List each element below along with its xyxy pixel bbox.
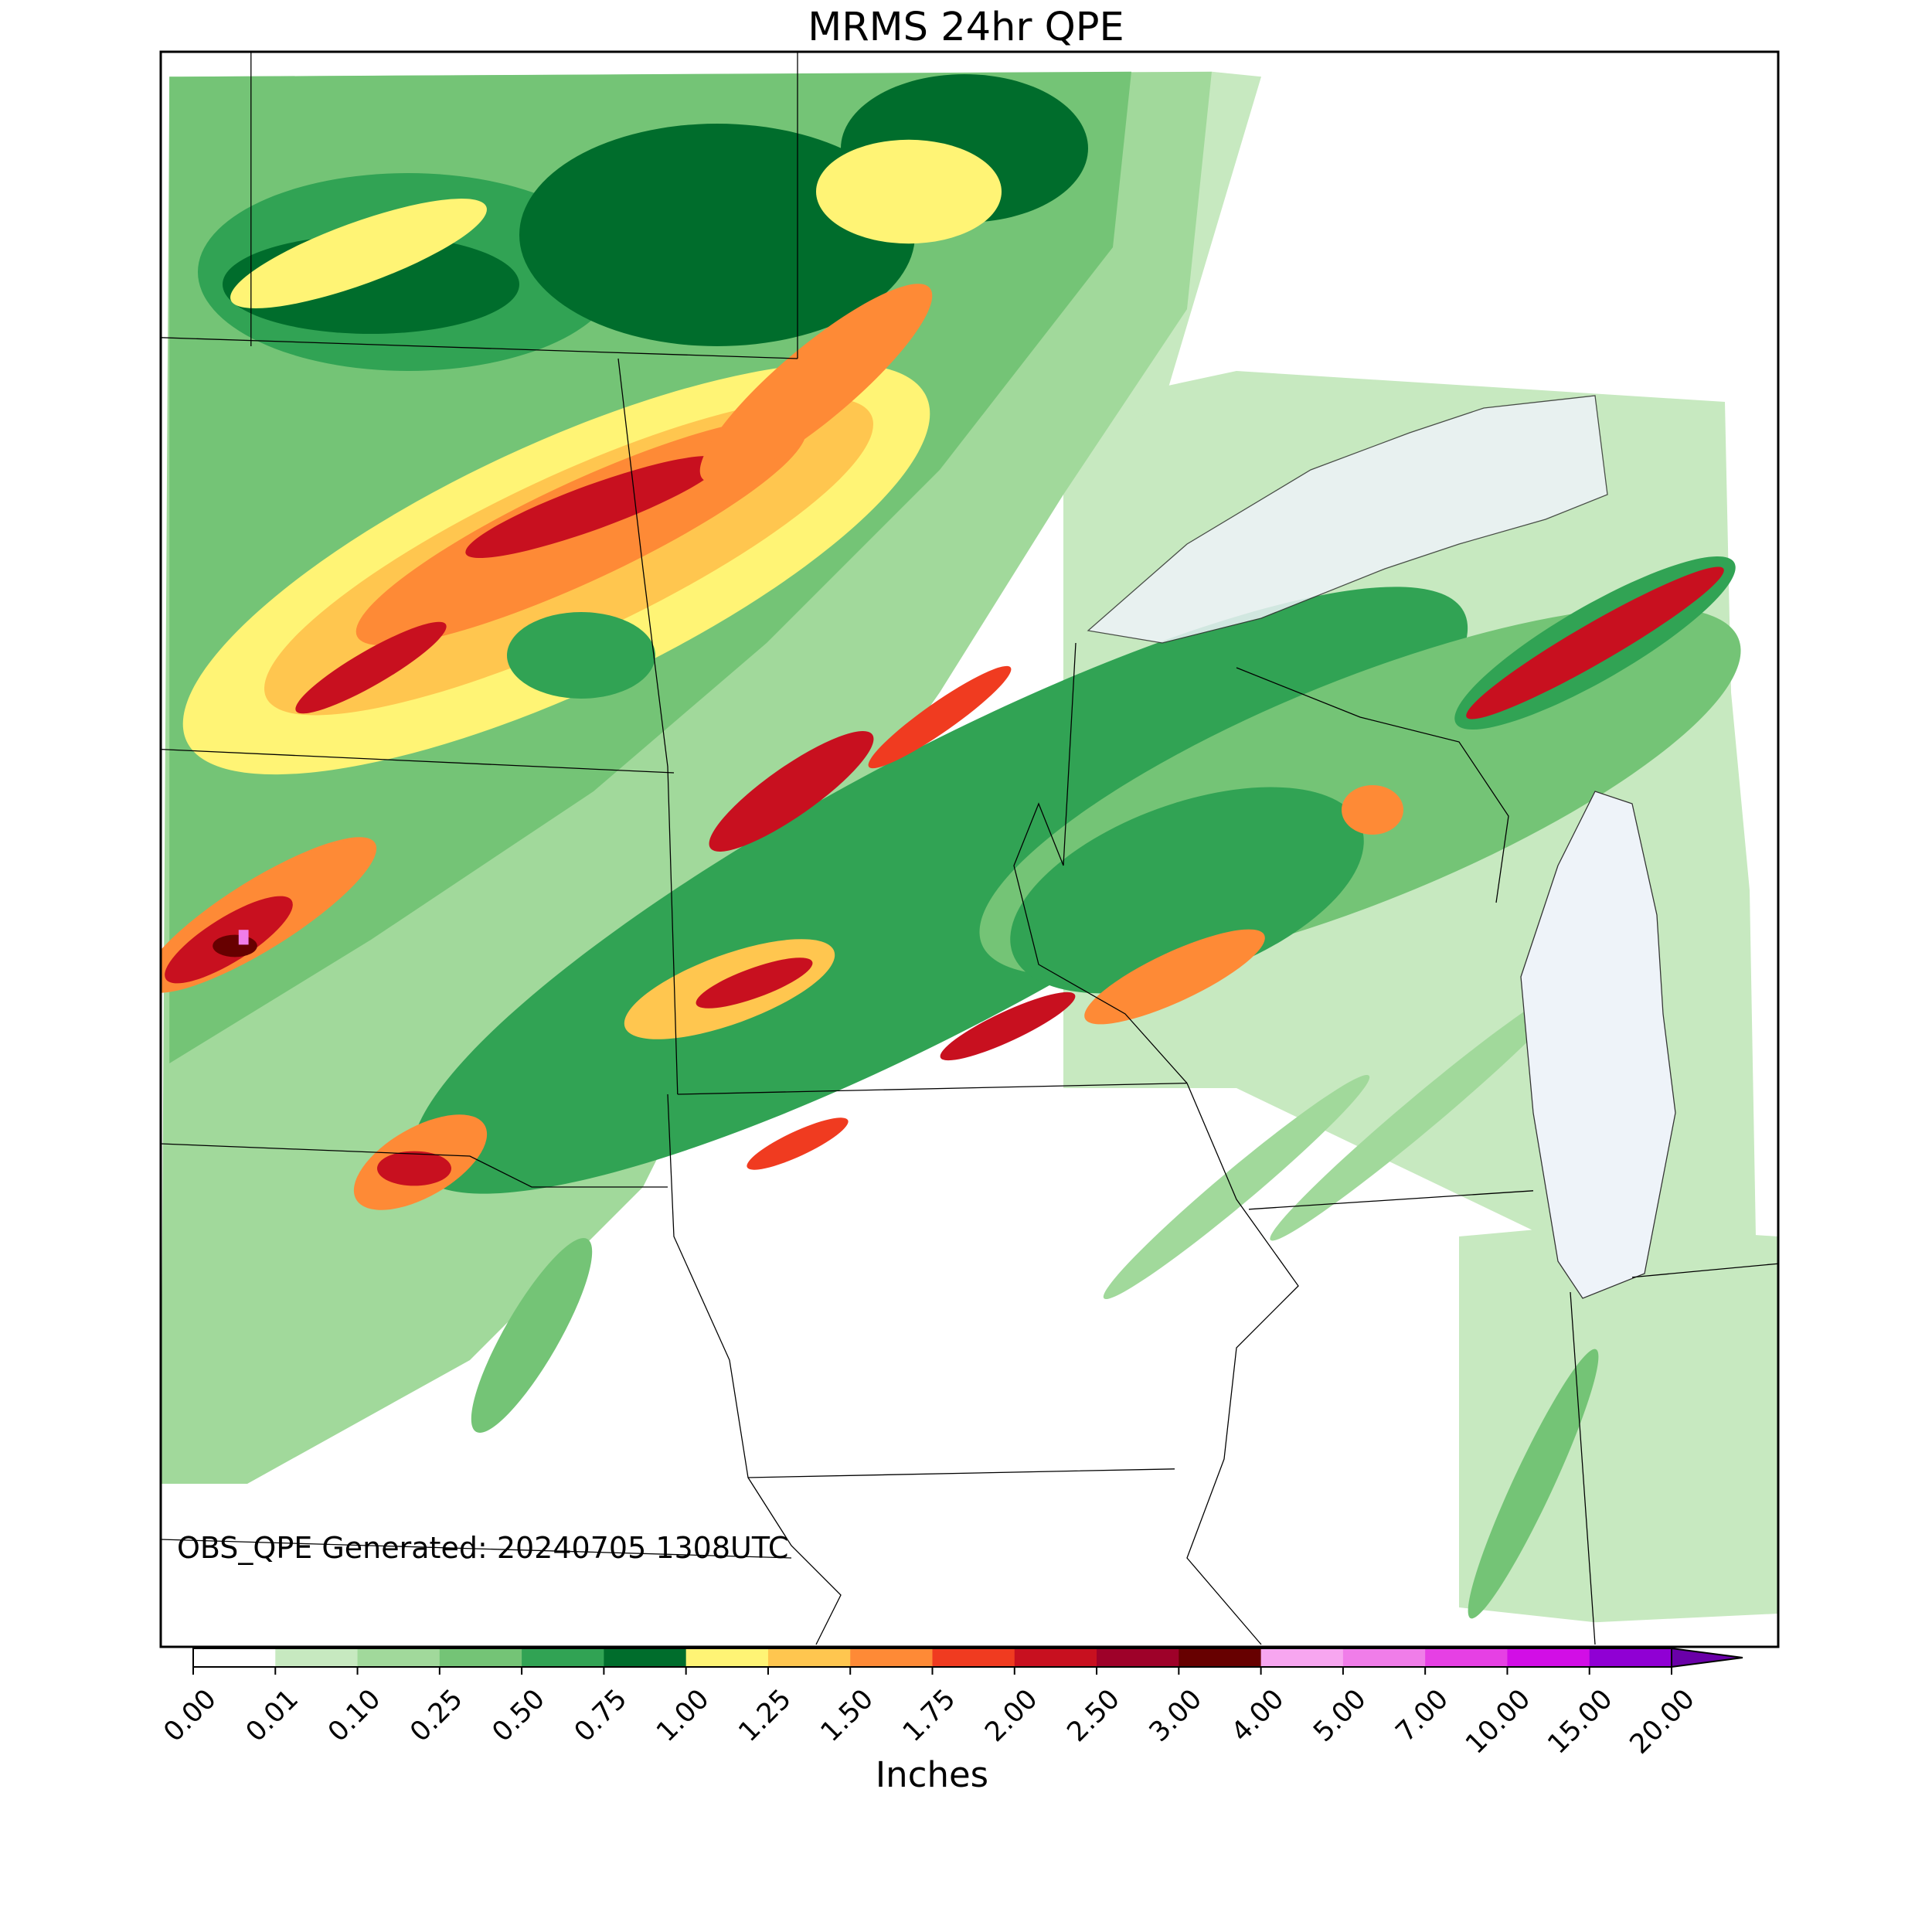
rain-swath xyxy=(238,930,249,945)
colorbar-segment xyxy=(357,1648,440,1667)
colorbar-tick-label: 0.25 xyxy=(404,1684,468,1748)
colorbar-tick-label: 2.00 xyxy=(979,1684,1043,1748)
border xyxy=(617,358,679,1095)
colorbar-segment xyxy=(1507,1648,1590,1667)
border xyxy=(161,1539,792,1559)
colorbar-tick-label: 0.10 xyxy=(322,1684,386,1748)
colorbar-segment xyxy=(522,1648,604,1667)
rain-swath xyxy=(699,284,933,483)
border xyxy=(161,748,675,774)
colorbar-segment xyxy=(1260,1648,1344,1667)
colorbar-tick-label: 7.00 xyxy=(1390,1684,1454,1748)
rain-swath xyxy=(1468,1349,1599,1619)
border xyxy=(1236,667,1509,903)
border xyxy=(1248,1190,1534,1210)
colorbar-tick-label: 5.00 xyxy=(1308,1684,1372,1748)
rain-swath xyxy=(230,199,487,308)
colorbar-tick-label: 0.75 xyxy=(569,1684,633,1748)
colorbar-segment xyxy=(1014,1648,1097,1667)
colorbar-segment xyxy=(1179,1648,1262,1667)
rain-swath xyxy=(940,992,1076,1061)
rain-swath xyxy=(213,934,257,957)
rain-swath xyxy=(471,1238,593,1433)
rain-swath xyxy=(507,612,655,699)
colorbar-segment xyxy=(1589,1648,1672,1667)
border xyxy=(747,1477,842,1645)
rain-swath xyxy=(1010,787,1364,994)
rain-swath xyxy=(696,957,813,1009)
colorbar-tick-label: 4.00 xyxy=(1226,1684,1290,1748)
colorbar-tick-label: 10.00 xyxy=(1460,1684,1536,1760)
colorbar-segment xyxy=(850,1648,933,1667)
rain-area xyxy=(1459,1224,1778,1623)
border xyxy=(161,1143,668,1188)
lake xyxy=(1520,791,1676,1299)
rain-swath xyxy=(377,1151,451,1186)
colorbar-segment xyxy=(1425,1648,1508,1667)
colorbar-tick-label: 1.00 xyxy=(651,1684,715,1748)
title: MRMS 24hr QPE xyxy=(808,5,1124,50)
colorbar-segment xyxy=(1097,1648,1179,1667)
border xyxy=(1631,1263,1778,1278)
rain-swath xyxy=(1084,929,1265,1025)
map-frame xyxy=(159,50,1780,1648)
rain-swath xyxy=(1466,566,1724,719)
rain-swath xyxy=(465,456,722,558)
colorbar-segment xyxy=(767,1648,851,1667)
rain-swath xyxy=(709,731,874,852)
colorbar-segment xyxy=(604,1648,687,1667)
colorbar-segment xyxy=(932,1648,1015,1667)
colorbar-tick-label: 20.00 xyxy=(1624,1684,1701,1760)
colorbar-segment xyxy=(439,1648,522,1667)
annotation: OBS_QPE Generated: 20240705 1308UTC xyxy=(177,1531,788,1565)
rain-swath xyxy=(868,665,1012,769)
colorbar-tick-label: 3.00 xyxy=(1144,1684,1208,1748)
lake xyxy=(1087,395,1608,644)
border xyxy=(1186,1083,1299,1645)
colorbar: 0.00 0.01 0.10 0.25 0.50 0.75 1.00 1.25 1.50 1.75… xyxy=(158,1647,1743,1760)
rain-swath xyxy=(295,621,447,714)
rain-swath xyxy=(747,1117,849,1170)
colorbar-tick-label: 1.75 xyxy=(897,1684,961,1748)
colorbar-tick-label: 1.25 xyxy=(733,1684,797,1748)
border xyxy=(1570,1291,1596,1645)
colorbar-label: Inches xyxy=(876,1754,988,1795)
colorbar-segment xyxy=(193,1648,276,1667)
colorbar-segment xyxy=(275,1648,359,1667)
state-lines xyxy=(161,52,1778,1645)
map xyxy=(161,52,1778,1648)
border xyxy=(677,1082,1188,1095)
colorbar-extend xyxy=(1671,1647,1743,1668)
colorbar-tick-label: 2.50 xyxy=(1062,1684,1126,1748)
rain-swath xyxy=(816,139,1002,244)
border xyxy=(1013,642,1188,1084)
rain-swath xyxy=(519,124,915,346)
colorbar-tick-label: 0.00 xyxy=(158,1684,223,1748)
rain-swath xyxy=(1342,785,1403,835)
colorbar-tick-label: 15.00 xyxy=(1542,1684,1618,1760)
colorbar-tick-label: 0.01 xyxy=(240,1684,304,1748)
colorbar-tick-label: 1.50 xyxy=(815,1684,879,1748)
colorbar-tick-label: 0.50 xyxy=(487,1684,551,1748)
colorbar-segment xyxy=(685,1648,769,1667)
border xyxy=(161,337,798,359)
border xyxy=(667,1094,1175,1478)
rain-swath xyxy=(1103,1074,1370,1300)
colorbar-segment xyxy=(1342,1648,1426,1667)
rain-swath xyxy=(1270,985,1574,1241)
